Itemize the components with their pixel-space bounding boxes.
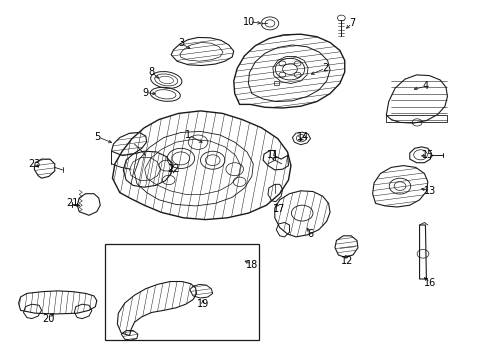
- Bar: [105, 244, 259, 340]
- Text: 15: 15: [421, 150, 433, 160]
- Text: 14: 14: [296, 132, 309, 142]
- Text: 6: 6: [307, 229, 313, 239]
- Text: 2: 2: [322, 63, 327, 73]
- Text: 10: 10: [243, 17, 255, 27]
- Text: 23: 23: [28, 159, 41, 169]
- Text: 9: 9: [142, 87, 148, 98]
- Text: 21: 21: [66, 198, 79, 208]
- Text: 5: 5: [95, 132, 101, 142]
- Text: 20: 20: [42, 314, 55, 324]
- Text: 18: 18: [245, 260, 258, 270]
- Text: 22: 22: [167, 164, 180, 174]
- Text: 8: 8: [148, 67, 154, 77]
- Text: 1: 1: [185, 130, 191, 140]
- Text: 19: 19: [196, 299, 209, 309]
- Text: 11: 11: [266, 150, 279, 160]
- Text: 12: 12: [340, 256, 353, 266]
- Text: 17: 17: [272, 204, 285, 214]
- Text: 7: 7: [348, 18, 354, 28]
- Text: 13: 13: [423, 186, 436, 196]
- Text: 16: 16: [423, 278, 436, 288]
- Text: 4: 4: [422, 81, 427, 91]
- Text: 3: 3: [178, 38, 183, 48]
